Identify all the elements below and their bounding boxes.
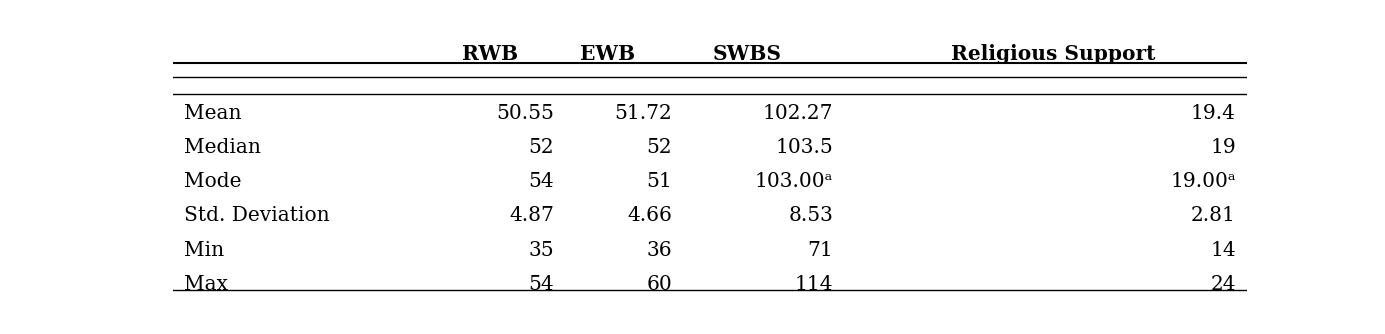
Text: 24: 24 [1210,275,1235,294]
Text: Std. Deviation: Std. Deviation [184,206,330,225]
Text: 102.27: 102.27 [763,104,834,123]
Text: 8.53: 8.53 [788,206,834,225]
Text: 103.00ᵃ: 103.00ᵃ [755,172,834,191]
Text: 14: 14 [1210,241,1235,260]
Text: 52: 52 [647,138,672,157]
Text: 19.00ᵃ: 19.00ᵃ [1170,172,1235,191]
Text: SWBS: SWBS [713,44,783,64]
Text: RWB: RWB [461,44,518,64]
Text: 4.87: 4.87 [510,206,554,225]
Text: 103.5: 103.5 [776,138,834,157]
Text: 4.66: 4.66 [627,206,672,225]
Text: 19.4: 19.4 [1191,104,1235,123]
Text: 19: 19 [1210,138,1235,157]
Text: 35: 35 [529,241,554,260]
Text: 36: 36 [647,241,672,260]
Text: 60: 60 [647,275,672,294]
Text: Mean: Mean [184,104,241,123]
Text: 52: 52 [529,138,554,157]
Text: 50.55: 50.55 [496,104,554,123]
Text: Median: Median [184,138,260,157]
Text: EWB: EWB [580,44,636,64]
Text: 54: 54 [529,172,554,191]
Text: 54: 54 [529,275,554,294]
Text: Max: Max [184,275,229,294]
Text: 51.72: 51.72 [615,104,672,123]
Text: 51: 51 [647,172,672,191]
Text: 71: 71 [807,241,834,260]
Text: Religious Support: Religious Support [951,44,1155,64]
Text: 2.81: 2.81 [1191,206,1235,225]
Text: 114: 114 [795,275,834,294]
Text: Mode: Mode [184,172,241,191]
Text: Min: Min [184,241,224,260]
